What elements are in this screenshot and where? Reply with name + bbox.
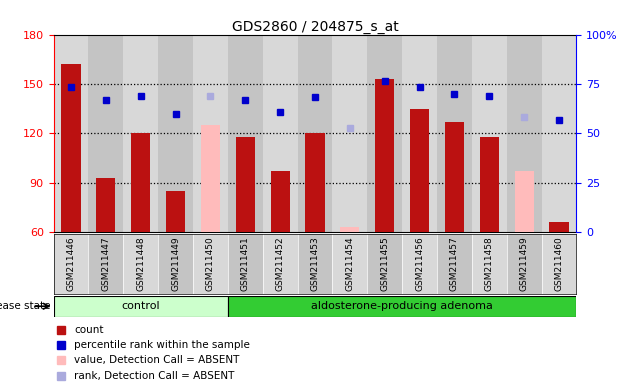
Bar [507, 234, 542, 294]
Text: GSM211455: GSM211455 [381, 236, 389, 291]
Bar [297, 35, 333, 232]
Text: GSM211453: GSM211453 [311, 236, 319, 291]
Text: disease state: disease state [0, 301, 50, 311]
Bar [193, 35, 228, 232]
Text: GSM211447: GSM211447 [101, 236, 110, 291]
Bar [54, 35, 88, 232]
Bar [333, 234, 367, 294]
Text: aldosterone-producing adenoma: aldosterone-producing adenoma [311, 301, 493, 311]
Bar [228, 35, 263, 232]
Bar [297, 234, 333, 294]
Bar [123, 234, 158, 294]
Bar [333, 35, 367, 232]
Bar [88, 35, 123, 232]
Bar [410, 109, 429, 232]
Bar [166, 191, 185, 232]
Bar [542, 35, 576, 232]
Bar [542, 234, 576, 294]
Bar [472, 35, 507, 232]
Bar [228, 234, 263, 294]
Bar [88, 234, 123, 294]
Bar [479, 137, 499, 232]
Bar [402, 234, 437, 294]
Text: GSM211449: GSM211449 [171, 236, 180, 291]
Text: GSM211456: GSM211456 [415, 236, 424, 291]
Bar [367, 35, 402, 232]
Bar [437, 35, 472, 232]
Text: GSM211446: GSM211446 [67, 236, 76, 291]
Bar [402, 35, 437, 232]
Bar [193, 234, 228, 294]
Bar [515, 171, 534, 232]
Bar [201, 125, 220, 232]
Text: GSM211458: GSM211458 [485, 236, 494, 291]
Bar [96, 178, 115, 232]
Bar [270, 171, 290, 232]
Text: GSM211452: GSM211452 [276, 236, 285, 291]
Bar [54, 296, 228, 317]
Bar [158, 35, 193, 232]
Bar [236, 137, 255, 232]
Bar [123, 35, 158, 232]
Text: control: control [122, 301, 160, 311]
Text: GSM211460: GSM211460 [554, 236, 563, 291]
Title: GDS2860 / 204875_s_at: GDS2860 / 204875_s_at [232, 20, 398, 33]
Bar [263, 35, 297, 232]
Bar [54, 234, 88, 294]
Text: GSM211448: GSM211448 [136, 236, 145, 291]
Text: GSM211451: GSM211451 [241, 236, 249, 291]
Text: GSM211459: GSM211459 [520, 236, 529, 291]
Bar [472, 234, 507, 294]
Bar [306, 134, 324, 232]
Bar [375, 79, 394, 232]
Bar [131, 134, 151, 232]
Bar [507, 35, 542, 232]
Text: GSM211454: GSM211454 [345, 236, 354, 291]
Bar [437, 234, 472, 294]
Text: rank, Detection Call = ABSENT: rank, Detection Call = ABSENT [74, 371, 235, 381]
Text: value, Detection Call = ABSENT: value, Detection Call = ABSENT [74, 356, 240, 366]
Text: GSM211457: GSM211457 [450, 236, 459, 291]
Bar [61, 64, 81, 232]
Bar [263, 234, 297, 294]
Bar [228, 296, 576, 317]
Text: count: count [74, 325, 104, 335]
Bar [549, 222, 569, 232]
Bar [340, 227, 360, 232]
Text: percentile rank within the sample: percentile rank within the sample [74, 340, 250, 350]
Bar [367, 234, 402, 294]
Text: GSM211450: GSM211450 [206, 236, 215, 291]
Bar [158, 234, 193, 294]
Bar [445, 122, 464, 232]
